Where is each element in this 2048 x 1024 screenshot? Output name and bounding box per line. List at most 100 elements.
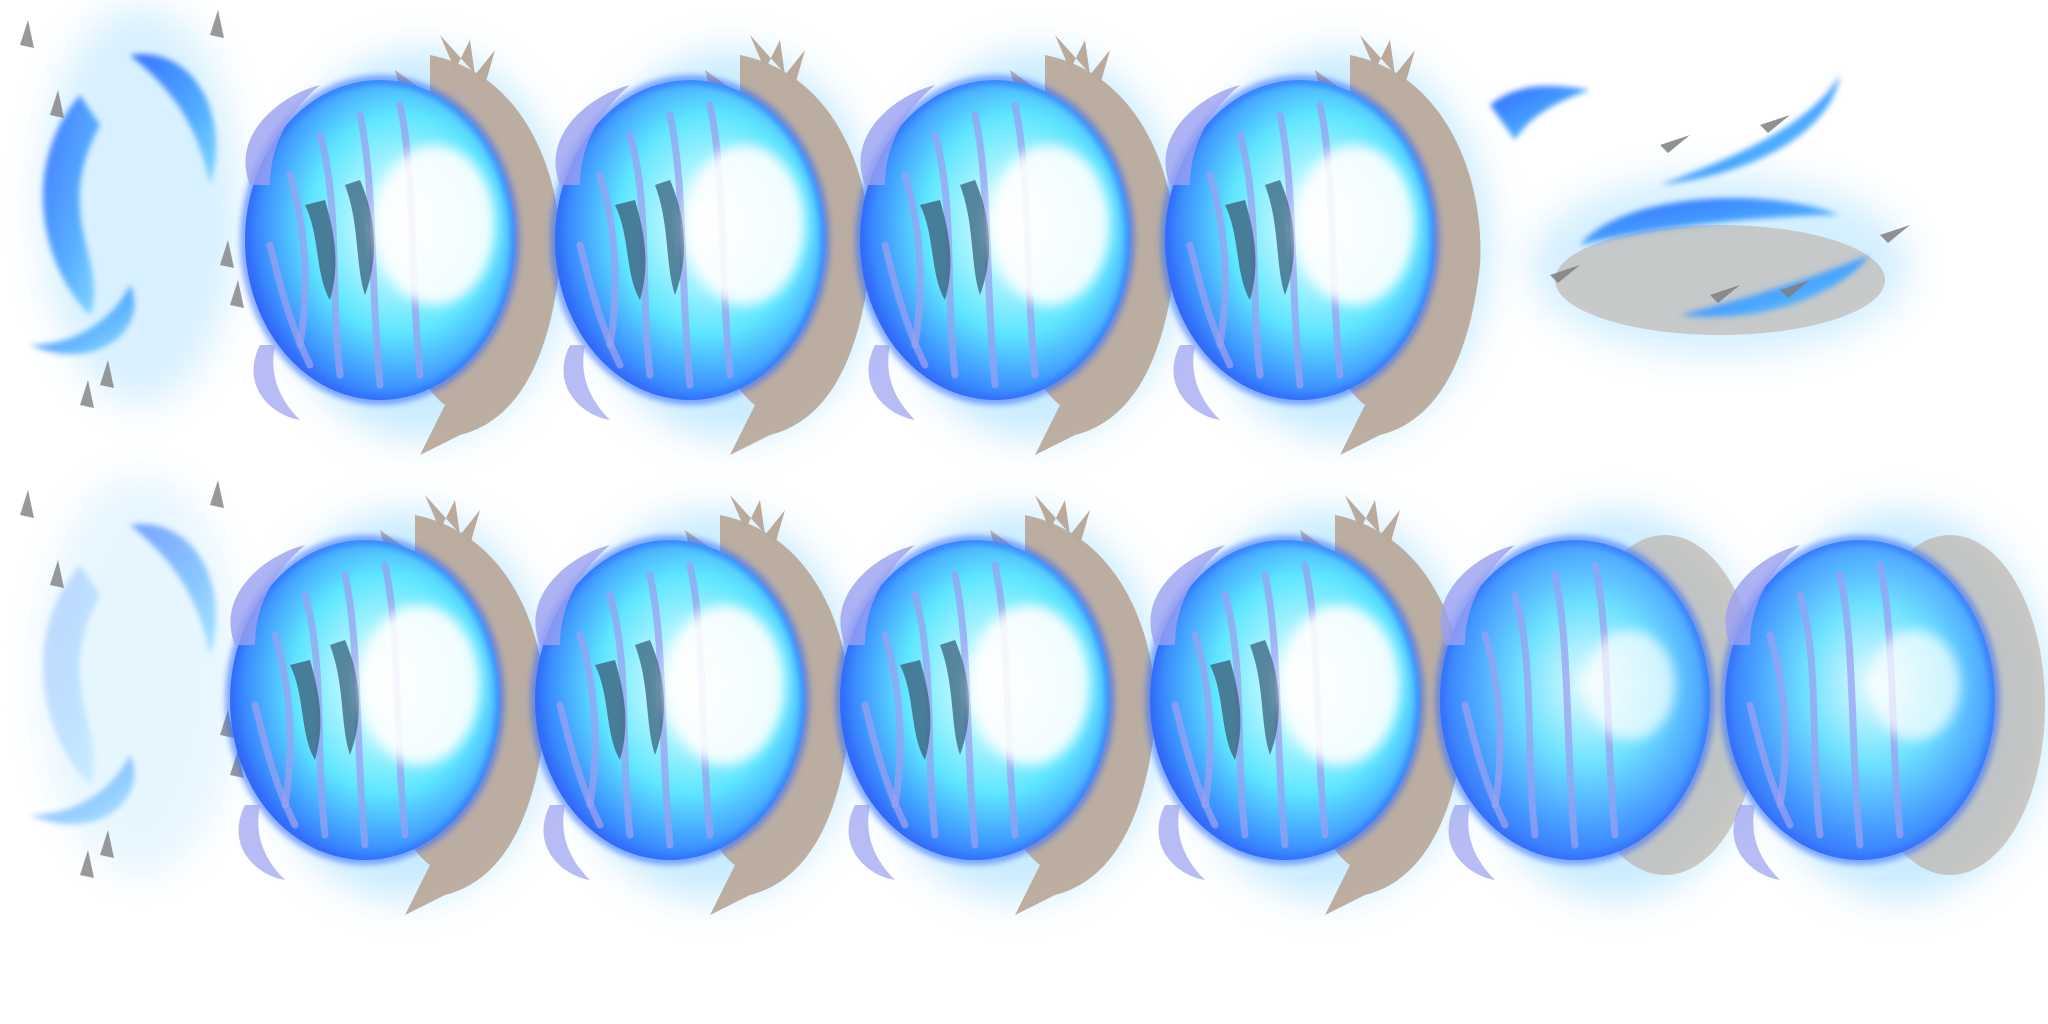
frame-r2-c2 (225, 495, 555, 915)
debris-shard (50, 90, 64, 118)
cloth-spike (1360, 35, 1415, 85)
flame-tongue (1733, 805, 1780, 880)
orb-shadow (1265, 180, 1295, 295)
frame-r2-c5 (1145, 495, 1475, 915)
cloth-spike (750, 35, 805, 85)
orb-shadow (1250, 640, 1280, 755)
burst-arc (1660, 75, 1840, 185)
swirl-arc (130, 524, 217, 655)
flame-tongue (840, 545, 915, 645)
orb-highlight (1585, 630, 1675, 740)
debris-shard (1780, 280, 1810, 298)
orb-rim (855, 75, 1135, 405)
orb-streak (1746, 701, 1794, 829)
orb-streak (266, 241, 314, 369)
debris-shard (1880, 225, 1910, 243)
burst-arc (1490, 85, 1590, 140)
flame-tongue (1173, 345, 1220, 420)
cloth-spike (440, 35, 495, 85)
orb-streak (1481, 631, 1504, 809)
flame-tongue (563, 345, 610, 420)
debris-shard (1550, 265, 1580, 283)
debris-shard (1660, 135, 1690, 153)
orb-shadow (1210, 660, 1241, 760)
debris-shard (1760, 115, 1790, 133)
orb-streak (576, 241, 624, 369)
orb-body (1725, 540, 1995, 860)
swirl-arc (42, 565, 100, 785)
debris-shard (210, 480, 224, 508)
frame-r2-c1 (20, 475, 244, 878)
orb-shadow (900, 660, 931, 760)
orb-streak (881, 631, 904, 809)
cloth-spike (1345, 495, 1400, 545)
orb-highlight (1280, 605, 1400, 765)
flame-tongue (1448, 805, 1495, 880)
orb-highlight (685, 145, 805, 305)
flame-tongue (848, 805, 895, 880)
orb-streak (1206, 171, 1229, 349)
cloth-spike (1055, 35, 1110, 85)
frame-r2-c4 (835, 495, 1165, 915)
flame-tongue (543, 805, 590, 880)
orb-streak (286, 171, 309, 349)
debris-shard (80, 850, 94, 878)
frame-r1-c6 (1490, 75, 1910, 355)
orb-shadow (1225, 200, 1256, 300)
orb-streak (1551, 571, 1579, 849)
burst-arc (1580, 198, 1840, 245)
orb-streak (861, 701, 909, 829)
orb-rim (835, 535, 1115, 865)
orb-streak (576, 631, 599, 809)
orb-shadow (290, 660, 321, 760)
frame-r2-c6 (1435, 510, 1765, 900)
orb-highlight (1870, 630, 1960, 740)
orb-shadow (595, 660, 626, 760)
flame-tongue (555, 85, 630, 185)
flame-tongue (860, 85, 935, 185)
debris-shard (1710, 285, 1740, 303)
cloth-spike (425, 495, 480, 545)
swirl-arc (130, 54, 217, 185)
cloth-spike (1035, 495, 1090, 545)
orb-shadow (940, 640, 970, 755)
frame-r2-c7 (1720, 510, 2048, 900)
orb-highlight (970, 605, 1090, 765)
orb-shadow (305, 200, 336, 300)
debris-shard (20, 20, 34, 48)
orb-streak (881, 241, 929, 369)
orb-shadow (655, 180, 685, 295)
flame-tongue (230, 545, 305, 645)
flame-tongue (238, 805, 285, 880)
orb-shadow (635, 640, 665, 755)
flame-tongue (253, 345, 300, 420)
orb-streak (1171, 701, 1219, 829)
orb-body (1440, 540, 1710, 860)
flame-tongue (1165, 85, 1240, 185)
debris-shard (230, 280, 244, 308)
orb-rim (240, 75, 520, 405)
flame-tongue (1725, 545, 1800, 645)
orb-shadow (920, 200, 951, 300)
orb-highlight (990, 145, 1110, 305)
orb-streak (901, 171, 924, 349)
debris-shard (210, 10, 224, 38)
orb-shadow (345, 180, 375, 295)
orb-shadow (615, 200, 646, 300)
frame-r1-c5 (1160, 35, 1490, 455)
debris-shard (100, 360, 114, 388)
debris-shard (100, 830, 114, 858)
orb-streak (1836, 571, 1864, 849)
swirl-arc (30, 755, 135, 825)
frame-r1-c2 (240, 35, 570, 455)
burst-dust-ring (1555, 225, 1885, 335)
debris-shard (220, 240, 234, 268)
debris-shard (80, 380, 94, 408)
flame-tongue (868, 345, 915, 420)
orb-rim (1720, 535, 2000, 865)
orb-streak (1191, 631, 1214, 809)
orb-shadow (960, 180, 990, 295)
orb-shadow (330, 640, 360, 755)
orb-highlight (375, 145, 495, 305)
